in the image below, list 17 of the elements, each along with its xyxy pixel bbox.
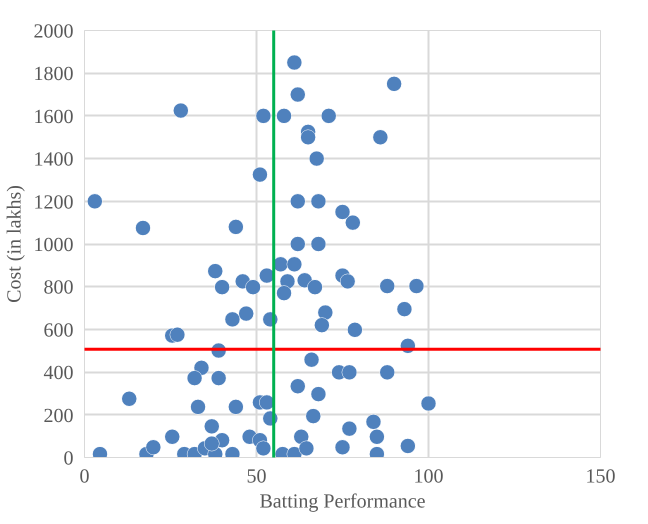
y-tick-label: 0	[64, 448, 74, 470]
y-tick-label: 1400	[34, 148, 74, 171]
y-axis-title: Cost (in lakhs)	[4, 185, 26, 303]
y-tick-label: 600	[44, 319, 74, 342]
y-tick-label: 1000	[34, 234, 74, 256]
x-tick-label: 50	[246, 466, 266, 488]
x-tick-label: 100	[414, 466, 444, 488]
y-tick-label: 1600	[34, 106, 74, 128]
y-tick-label: 200	[44, 404, 74, 427]
y-tick-label: 800	[44, 276, 74, 299]
y-tick-label: 2000	[34, 20, 74, 42]
x-axis-title: Batting Performance	[259, 490, 426, 512]
x-tick-label: 150	[586, 466, 616, 488]
y-tick-label: 400	[44, 362, 74, 384]
x-tick-label: 0	[80, 466, 90, 488]
y-tick-label: 1200	[34, 191, 74, 214]
y-tick-label: 1800	[34, 63, 74, 86]
